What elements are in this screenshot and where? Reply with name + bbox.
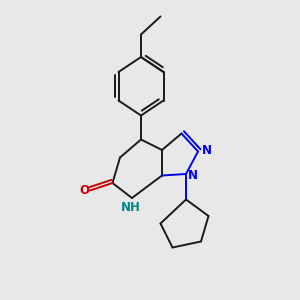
Text: NH: NH (121, 201, 140, 214)
Text: N: N (201, 143, 212, 157)
Text: O: O (80, 184, 90, 197)
Text: N: N (188, 169, 198, 182)
